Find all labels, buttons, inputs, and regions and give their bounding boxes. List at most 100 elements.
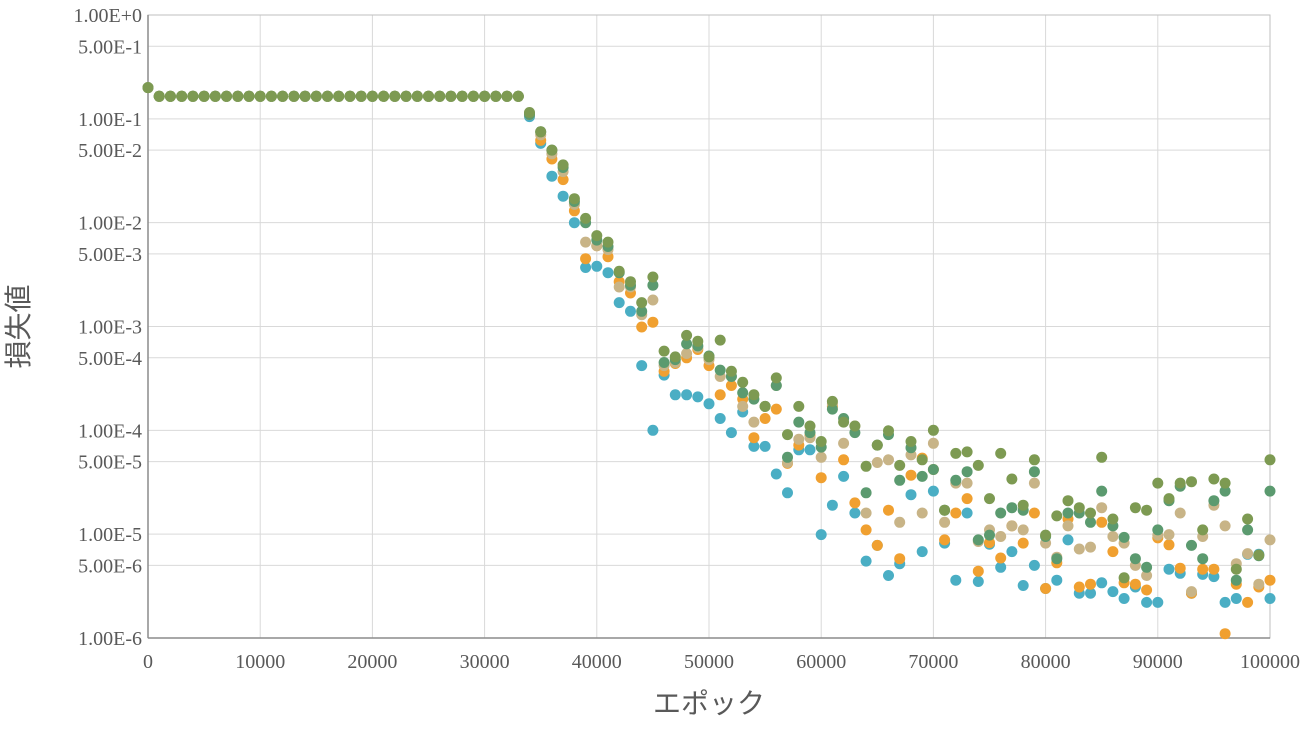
data-point	[1242, 524, 1254, 536]
data-point	[1085, 507, 1096, 519]
data-point	[546, 144, 558, 156]
y-tick-label: 1.00E-1	[78, 109, 142, 131]
data-point	[568, 193, 580, 205]
y-tick-label: 5.00E-3	[78, 244, 142, 266]
data-point	[748, 432, 760, 444]
data-point	[1174, 507, 1186, 519]
data-point	[535, 126, 547, 138]
y-tick-label: 1.00E-6	[78, 628, 142, 650]
data-point	[692, 335, 704, 347]
data-point	[1107, 513, 1119, 525]
y-tick-label: 5.00E-5	[78, 452, 142, 474]
data-point	[1006, 520, 1018, 532]
y-axis-title: 損失値	[2, 284, 35, 368]
data-point	[984, 529, 995, 541]
data-point	[1017, 499, 1029, 511]
data-point	[1085, 516, 1096, 528]
data-point	[883, 504, 894, 516]
data-point	[916, 454, 928, 466]
data-point	[894, 553, 906, 565]
data-point	[815, 472, 827, 484]
data-point	[1208, 473, 1220, 485]
y-tick-label: 1.00E-5	[78, 524, 142, 546]
data-point	[1051, 553, 1063, 565]
data-point	[927, 485, 939, 497]
data-point	[299, 90, 311, 102]
data-point	[681, 338, 693, 350]
data-point	[770, 403, 782, 415]
data-point	[568, 217, 580, 229]
data-point	[580, 253, 592, 265]
x-tick-label: 30000	[460, 651, 510, 673]
data-point	[1118, 572, 1130, 584]
data-point	[524, 107, 535, 118]
data-point	[793, 433, 805, 445]
data-point	[658, 357, 670, 368]
data-point	[1219, 520, 1231, 532]
data-point	[613, 265, 625, 277]
data-point	[972, 534, 984, 546]
data-point	[254, 90, 266, 102]
data-point	[995, 507, 1007, 519]
data-point	[1096, 451, 1108, 463]
data-point	[1062, 520, 1074, 532]
data-point	[1186, 586, 1197, 598]
data-point	[1028, 507, 1040, 519]
data-point	[1141, 570, 1153, 581]
data-point	[849, 420, 861, 432]
data-point	[1062, 507, 1074, 519]
x-tick-label: 100000	[1240, 651, 1300, 673]
data-point	[669, 389, 681, 401]
data-point	[591, 260, 603, 272]
data-point	[692, 391, 704, 403]
data-point	[860, 507, 872, 519]
y-tick-label: 1.00E+0	[74, 5, 143, 27]
data-point	[748, 389, 760, 401]
data-point	[961, 493, 973, 505]
data-point	[164, 90, 176, 102]
data-point	[602, 267, 614, 279]
data-point	[1152, 596, 1164, 608]
data-point	[344, 90, 356, 102]
data-point	[501, 90, 513, 102]
data-point	[1129, 553, 1141, 565]
data-point	[714, 334, 726, 346]
data-point	[1085, 578, 1096, 590]
data-point	[1118, 531, 1130, 543]
data-point	[434, 90, 446, 102]
data-point	[1264, 534, 1276, 546]
data-point	[221, 90, 232, 102]
y-tick-label: 5.00E-6	[78, 555, 142, 577]
data-point	[703, 351, 715, 363]
data-point	[187, 90, 199, 102]
x-tick-label: 0	[143, 651, 153, 673]
data-point	[804, 420, 816, 432]
data-point	[1118, 593, 1130, 604]
data-point	[782, 451, 793, 463]
data-point	[1040, 583, 1052, 594]
data-point	[1197, 563, 1209, 575]
data-point	[1028, 466, 1040, 478]
data-points	[142, 82, 1276, 640]
data-point	[995, 447, 1007, 459]
data-point	[1219, 485, 1231, 497]
x-tick-label: 40000	[572, 651, 622, 673]
data-point	[927, 464, 939, 475]
data-point	[1006, 502, 1018, 514]
x-tick-label: 90000	[1133, 651, 1183, 673]
data-point	[838, 454, 850, 466]
series-5	[142, 82, 1276, 584]
data-point	[1051, 574, 1063, 586]
data-point	[770, 372, 782, 384]
data-point	[927, 424, 939, 436]
data-point	[961, 477, 973, 489]
data-point	[1208, 563, 1220, 575]
data-point	[580, 236, 592, 248]
data-point	[1242, 596, 1254, 608]
data-point	[1006, 473, 1018, 485]
grid-lines	[147, 14, 1271, 639]
data-point	[1085, 541, 1096, 553]
data-point	[1107, 546, 1119, 558]
data-point	[838, 470, 850, 482]
data-point	[1230, 574, 1242, 586]
